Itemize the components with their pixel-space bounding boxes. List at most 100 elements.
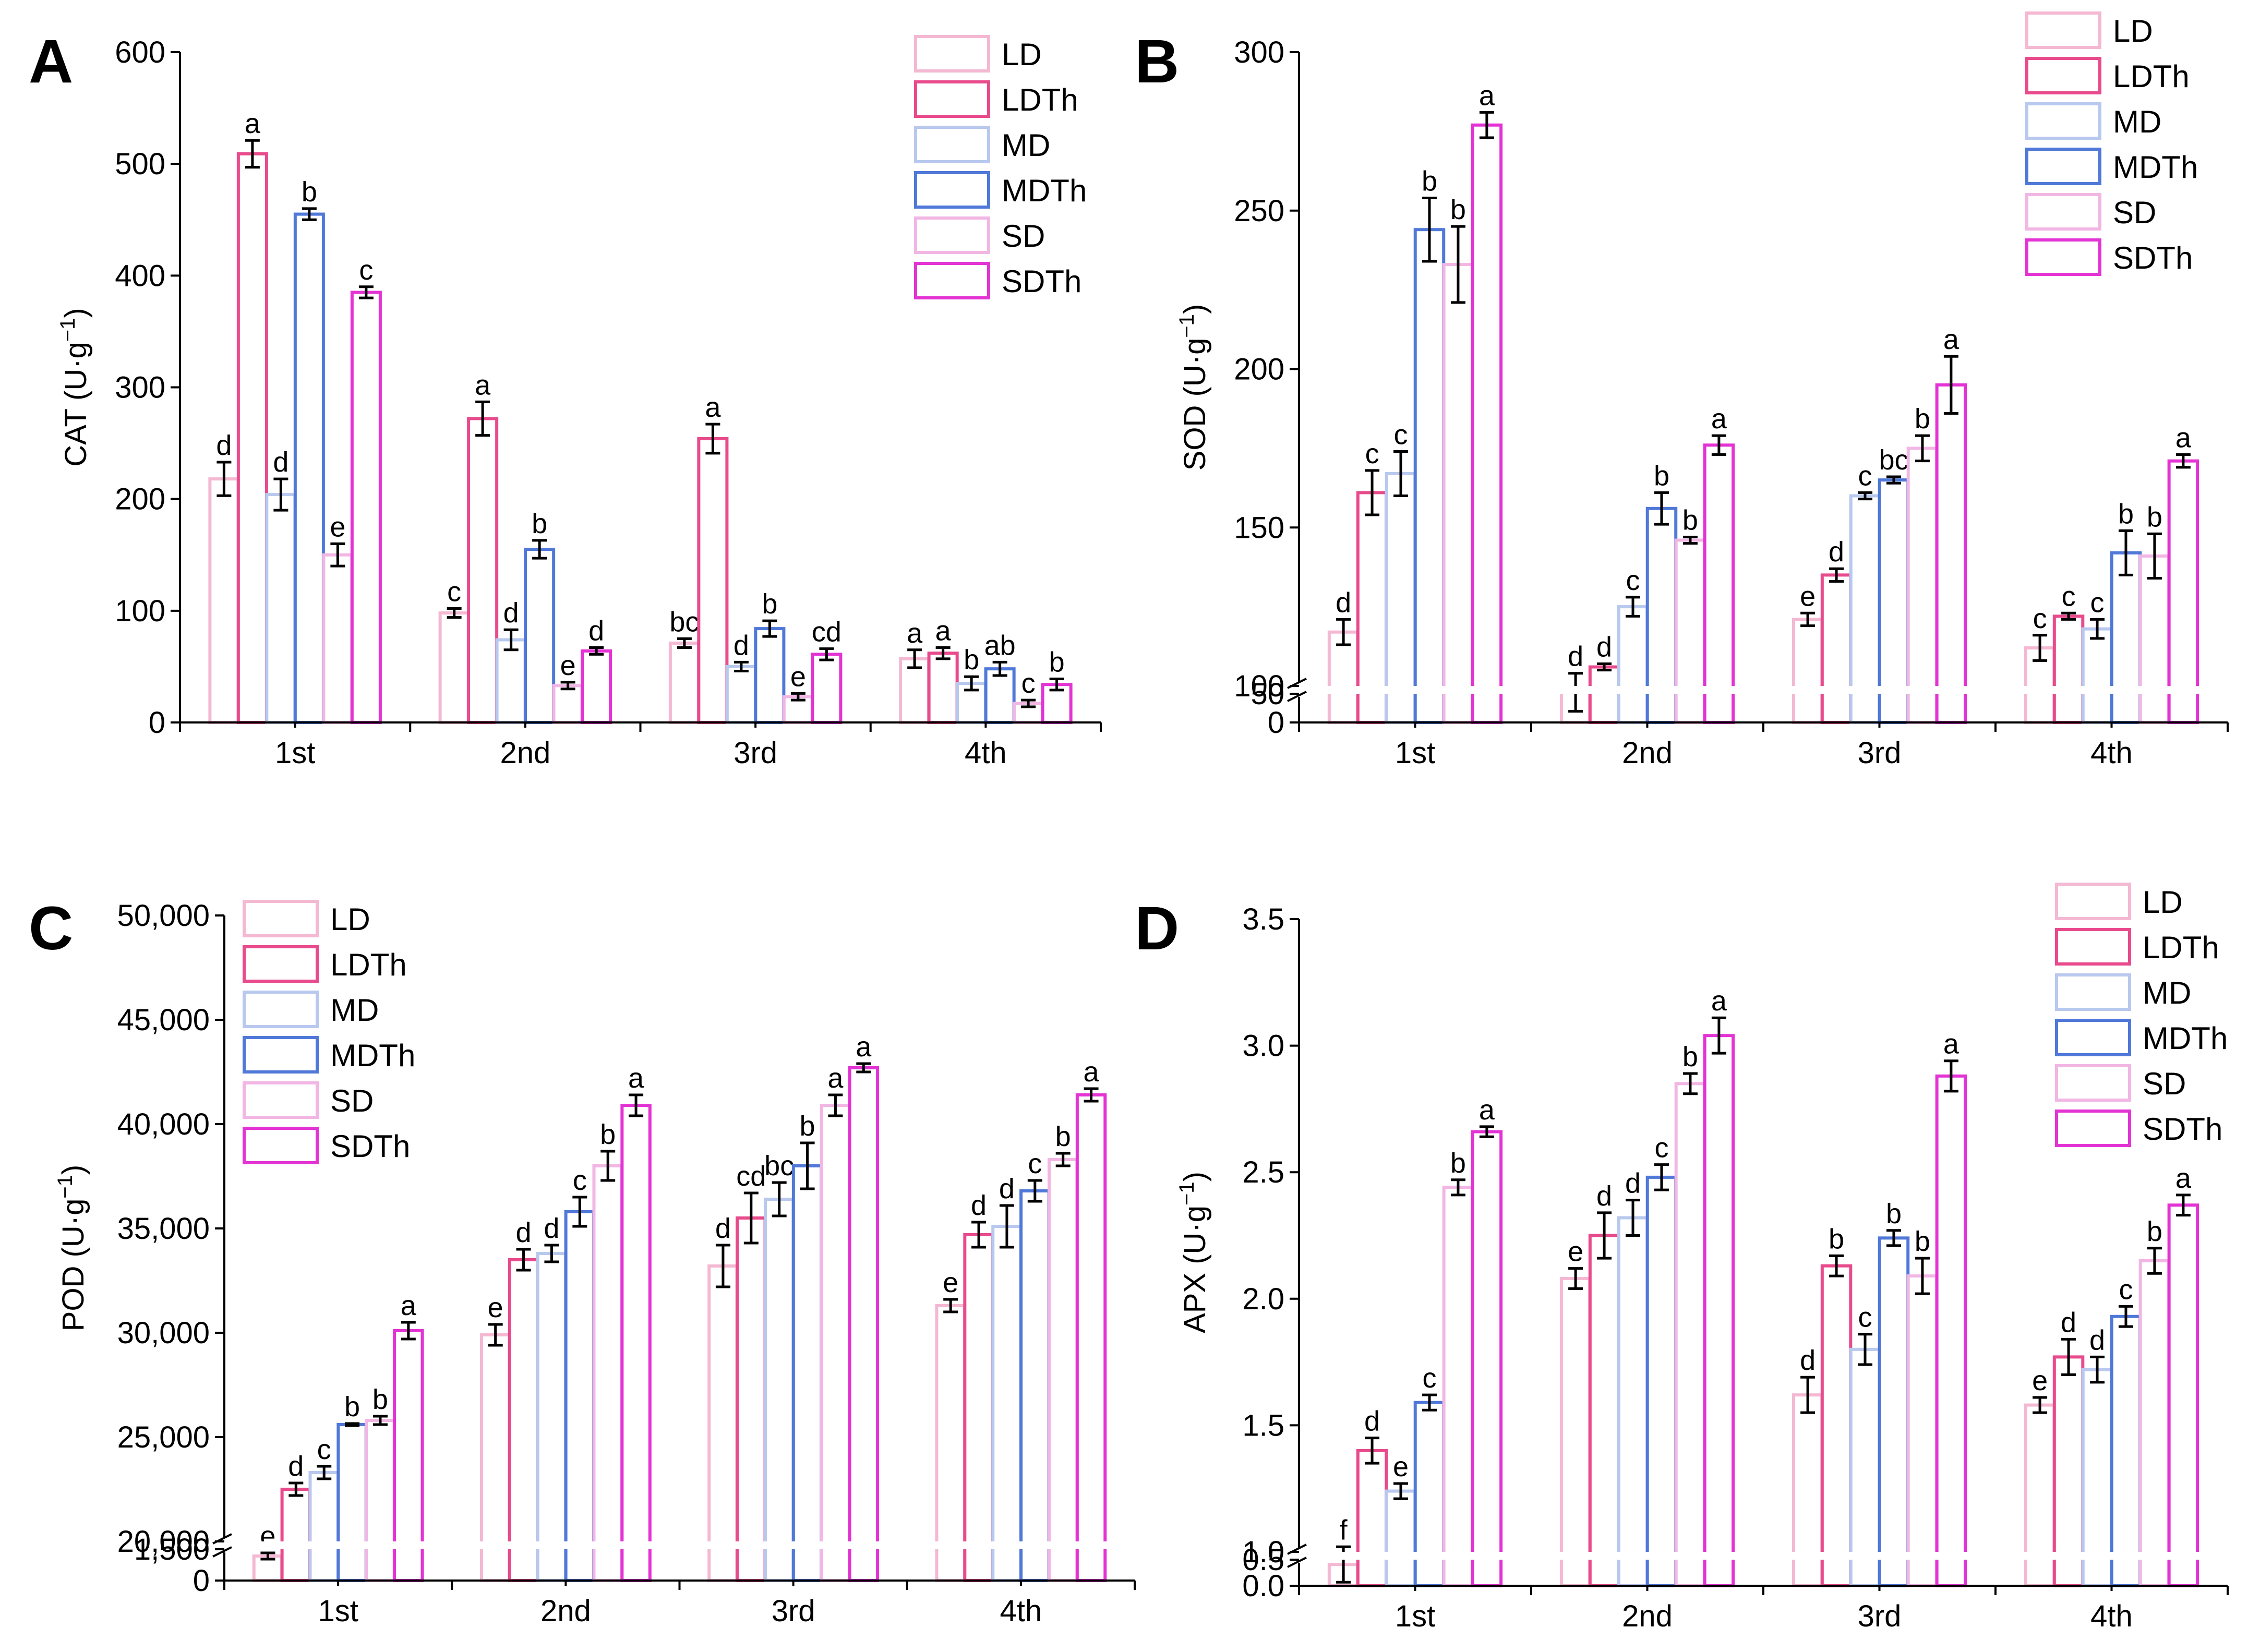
- legend-label: MD: [2113, 104, 2161, 139]
- y-tick-label: 400: [115, 259, 165, 293]
- significance-letter: e: [1568, 1236, 1583, 1268]
- significance-letter: c: [1422, 1362, 1436, 1394]
- y-axis-label: POD (U·g−1): [54, 1165, 90, 1332]
- significance-letter: bc: [764, 1150, 794, 1181]
- significance-letter: a: [827, 1063, 844, 1094]
- error-bar: [1915, 434, 1930, 463]
- error-bar: [2175, 453, 2191, 469]
- y-axis-label-sup: −1: [56, 318, 79, 342]
- legend-swatch: [2025, 238, 2101, 276]
- significance-letter: c: [2033, 603, 2047, 634]
- bar: [438, 611, 470, 725]
- significance-letter: b: [1682, 1041, 1698, 1072]
- bar: [1820, 573, 1853, 724]
- y-tick-label: 0.5: [1242, 1543, 1284, 1577]
- bar: [1413, 228, 1446, 724]
- legend-label: MDTh: [330, 1038, 415, 1073]
- bar: [1878, 1236, 1910, 1588]
- legend-swatch: [914, 126, 990, 163]
- bar: [1906, 1274, 1939, 1588]
- y-axis-label-main: POD (U·g: [56, 1199, 90, 1332]
- legend-label: SDTh: [2143, 1112, 2222, 1147]
- significance-letter: b: [600, 1119, 616, 1150]
- bar: [763, 1198, 795, 1582]
- significance-letter: a: [245, 108, 261, 139]
- legend-swatch: [2055, 1064, 2131, 1102]
- significance-letter: e: [2032, 1365, 2048, 1396]
- significance-letter: a: [935, 616, 952, 647]
- y-tick-label: 1.0: [1242, 1535, 1284, 1569]
- bar: [811, 653, 843, 724]
- bar: [2110, 551, 2142, 724]
- y-tick-label: 0: [149, 706, 165, 740]
- bar: [2138, 1259, 2171, 1587]
- significance-letter: b: [1915, 1226, 1930, 1257]
- bar: [2081, 1368, 2113, 1587]
- significance-letter: b: [532, 508, 547, 539]
- legend-label: MD: [1002, 128, 1050, 163]
- legend-swatch: [243, 1127, 319, 1164]
- error-bar: [475, 400, 490, 437]
- error-bar: [488, 1323, 503, 1347]
- bar: [508, 1258, 539, 1582]
- x-tick-label: 2nd: [1622, 736, 1673, 770]
- y-tick-label: 30,000: [117, 1316, 210, 1350]
- significance-letter: cd: [812, 617, 842, 648]
- axis-break-gap: [209, 1541, 1140, 1549]
- significance-letter: f: [1340, 1514, 1348, 1546]
- legend-label: SD: [1002, 219, 1045, 254]
- error-bar: [1365, 469, 1380, 516]
- significance-letter: b: [2147, 501, 2162, 533]
- legend-label: LD: [2143, 885, 2183, 920]
- error-bar: [288, 1481, 304, 1497]
- legend-swatch: [243, 1081, 319, 1119]
- y-axis-label: APX (U·g−1): [1175, 1172, 1212, 1333]
- bar: [350, 291, 382, 724]
- x-tick-label: 1st: [275, 736, 315, 770]
- bar: [1019, 1189, 1051, 1582]
- error-bar: [1422, 1393, 1437, 1412]
- significance-letter: c: [1858, 460, 1872, 491]
- significance-letter: d: [1596, 631, 1612, 662]
- error-bar: [447, 607, 462, 619]
- error-bar: [1915, 1257, 1930, 1295]
- legend-swatch: [2055, 928, 2131, 966]
- x-tick-label: 4th: [1000, 1594, 1042, 1628]
- bar: [2167, 1203, 2199, 1587]
- significance-letter: b: [1450, 1148, 1466, 1179]
- error-bar: [2090, 618, 2105, 640]
- legend-label: LDTh: [2143, 930, 2219, 965]
- bar: [848, 1066, 880, 1582]
- legend-swatch: [2025, 11, 2101, 49]
- significance-letter: d: [516, 1217, 532, 1248]
- y-tick-label: 25,000: [117, 1420, 210, 1454]
- error-bar: [1365, 1437, 1380, 1465]
- error-bar: [317, 1465, 332, 1480]
- significance-letter: c: [1021, 668, 1036, 699]
- significance-letter: a: [1479, 1094, 1495, 1126]
- bar: [552, 684, 584, 724]
- error-bar: [1597, 662, 1612, 672]
- error-bar: [330, 542, 345, 568]
- significance-letter: a: [856, 1031, 872, 1063]
- significance-letter: d: [1336, 587, 1351, 618]
- error-bar: [1336, 618, 1351, 646]
- legend-label: LDTh: [330, 947, 407, 982]
- y-tick-label: 3.5: [1242, 902, 1284, 936]
- y-tick-label: 1.5: [1242, 1408, 1284, 1442]
- significance-letter: d: [1800, 1345, 1816, 1376]
- error-bar: [572, 1196, 587, 1228]
- bar: [1935, 383, 1967, 724]
- bar: [725, 665, 757, 724]
- legend-swatch: [243, 945, 319, 983]
- x-tick-label: 1st: [1395, 736, 1435, 770]
- bar: [697, 437, 729, 724]
- y-axis-label-main: APX (U·g: [1178, 1205, 1212, 1333]
- significance-letter: e: [560, 650, 576, 681]
- bar: [1385, 472, 1417, 724]
- significance-letter: d: [971, 1190, 987, 1221]
- legend-label: SD: [2113, 195, 2156, 230]
- significance-letter: c: [1654, 1132, 1668, 1164]
- y-axis-label-sup: −1: [54, 1175, 77, 1199]
- x-tick-label: 3rd: [772, 1594, 815, 1628]
